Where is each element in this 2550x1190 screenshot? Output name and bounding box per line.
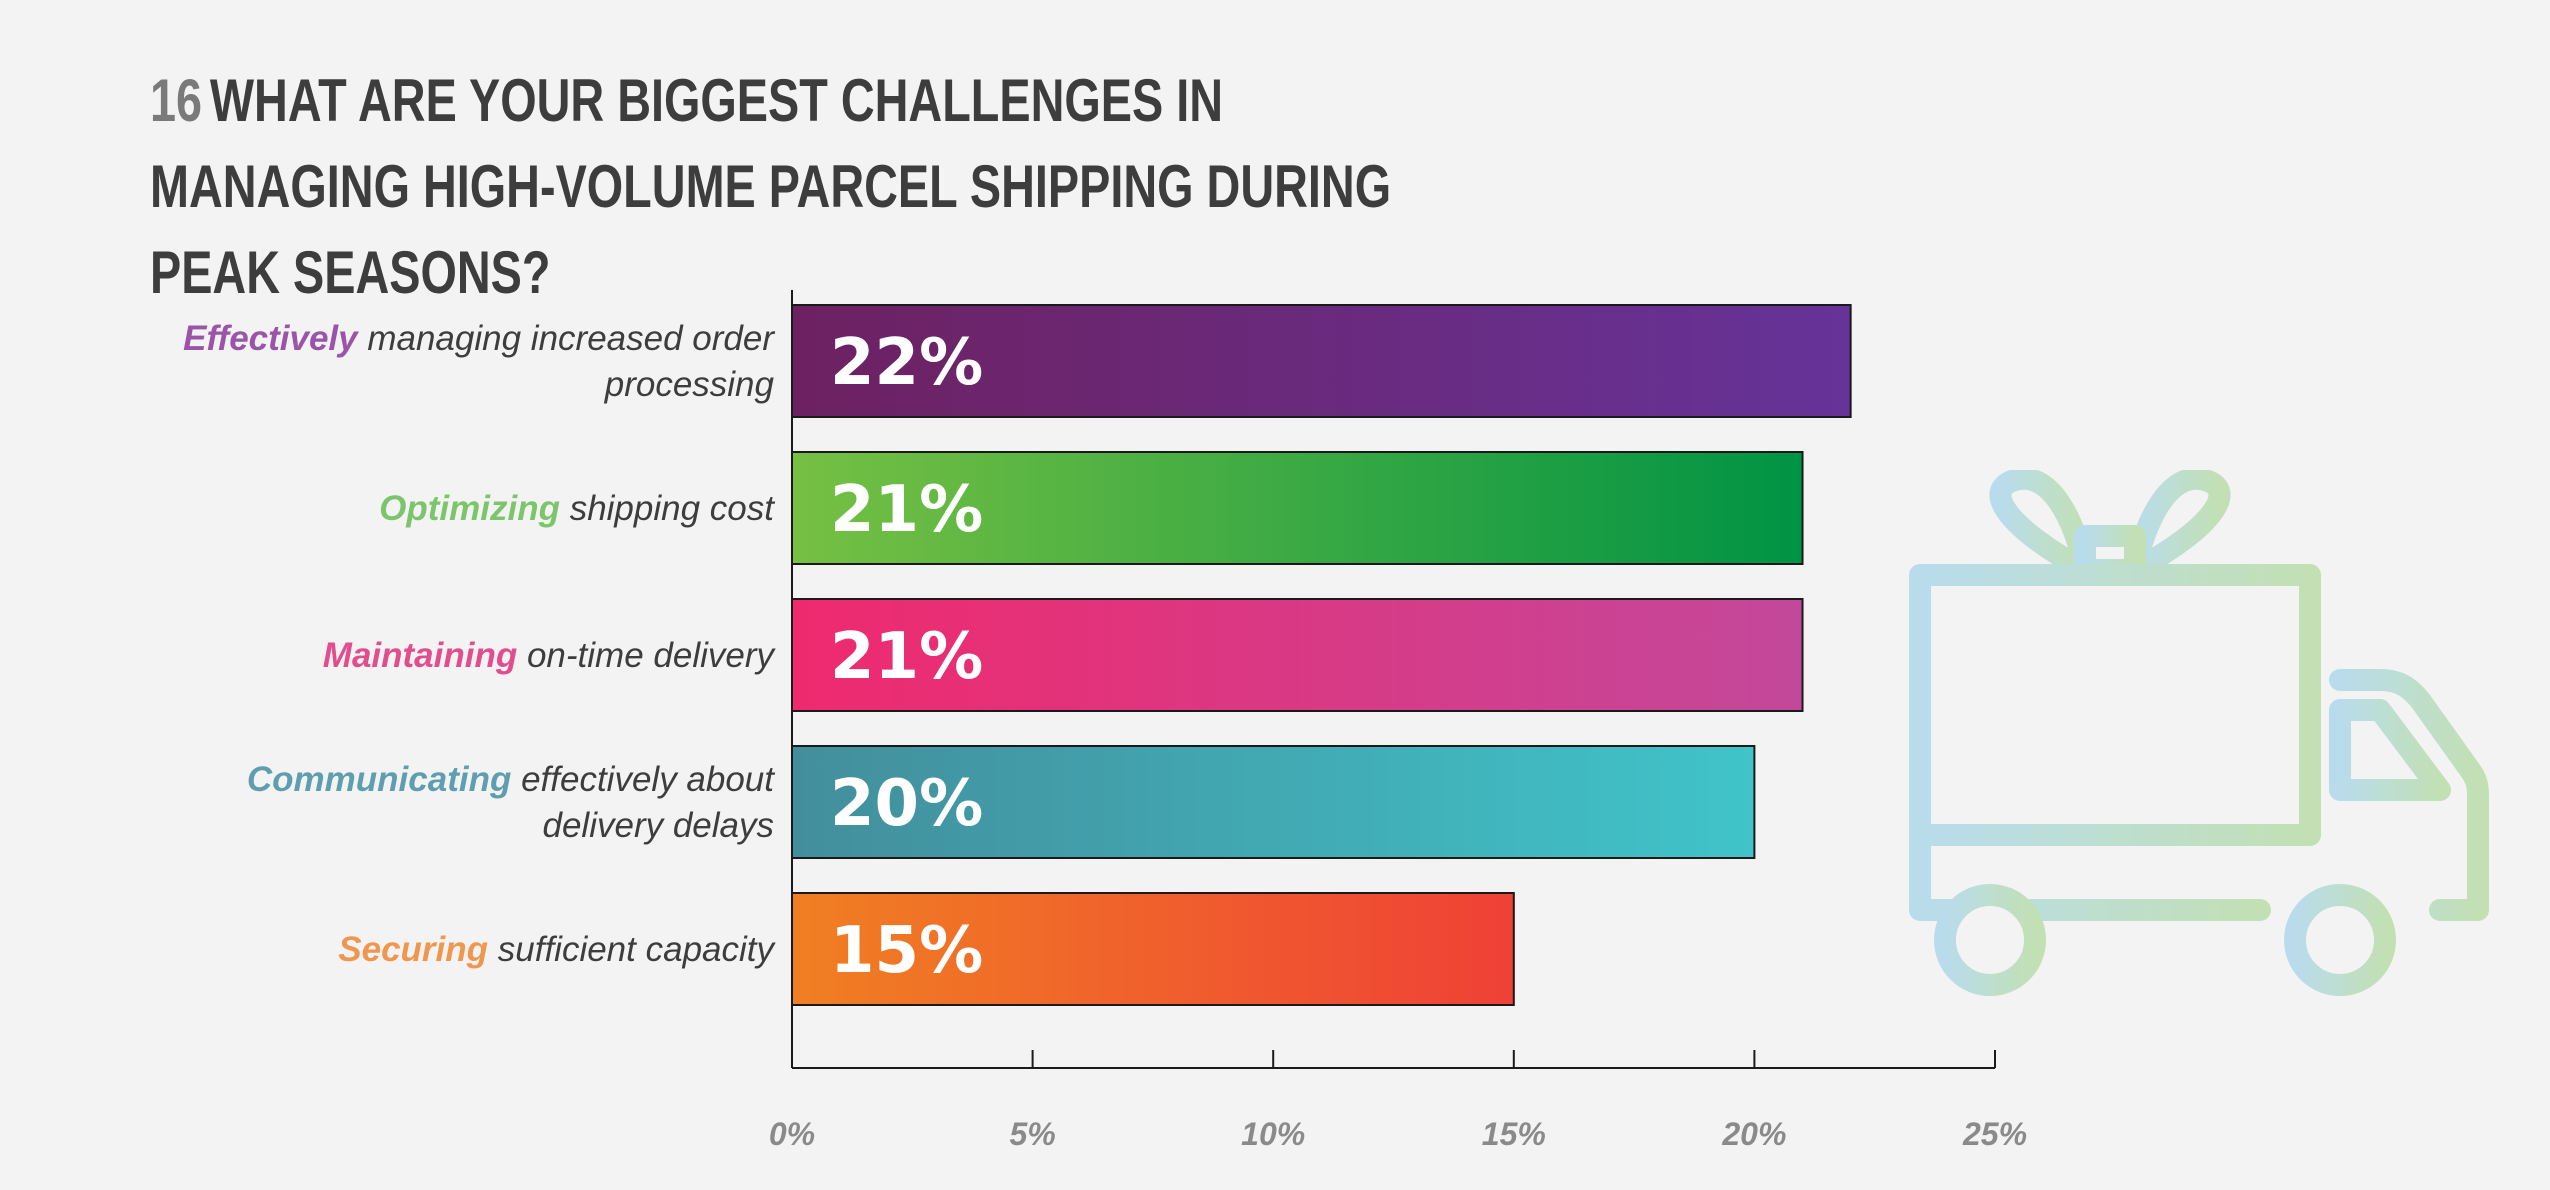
bar-3 [791, 745, 1756, 859]
gift-bow-left [1989, 470, 2096, 581]
x-tick-label-0: 0% [769, 1116, 815, 1152]
gift-delivery-truck-icon [1909, 470, 2489, 996]
bar-value-label-1: 21% [830, 473, 983, 547]
bar-chart: 22% Effectively managing increased order p… [183, 290, 2027, 1152]
category-label-0: Effectively managing increased order proc… [183, 319, 775, 404]
x-tick-label-4: 20% [1721, 1116, 1786, 1152]
truck-window [2329, 699, 2451, 801]
truck-wheel-rear [1934, 884, 2046, 996]
bar-value-label-2: 21% [830, 620, 983, 694]
x-tick-label-3: 15% [1482, 1116, 1546, 1152]
category-label-2: Maintaining on-time delivery [323, 636, 777, 675]
truck-base [1909, 824, 2271, 921]
truck-cab [2329, 669, 2489, 921]
question-text: WHAT ARE YOUR BIGGEST CHALLENGES IN MANA… [150, 67, 1392, 306]
bar-value-label-3: 20% [830, 767, 983, 841]
category-label-4: Securing sufficient capacity [338, 930, 776, 969]
question-number: 16 [150, 67, 203, 134]
bar-value-label-0: 22% [830, 326, 983, 400]
bar-value-label-4: 15% [830, 914, 983, 988]
category-label-1: Optimizing shipping cost [379, 489, 775, 528]
x-tick-label-1: 5% [1009, 1116, 1055, 1152]
gift-box [1909, 564, 2321, 846]
gift-bow-right [2124, 470, 2231, 581]
category-label-3: Communicating effectively about delivery … [247, 760, 775, 845]
x-tick-label-2: 10% [1241, 1116, 1305, 1152]
bar-1 [791, 451, 1804, 565]
truck-wheel-front [2284, 884, 2396, 996]
bar-2 [791, 598, 1804, 712]
x-tick-label-5: 25% [1962, 1116, 2027, 1152]
bar-4 [791, 892, 1515, 1006]
chart-title: 16 WHAT ARE YOUR BIGGEST CHALLENGES IN MA… [150, 58, 1476, 316]
bar-0 [791, 304, 1852, 418]
